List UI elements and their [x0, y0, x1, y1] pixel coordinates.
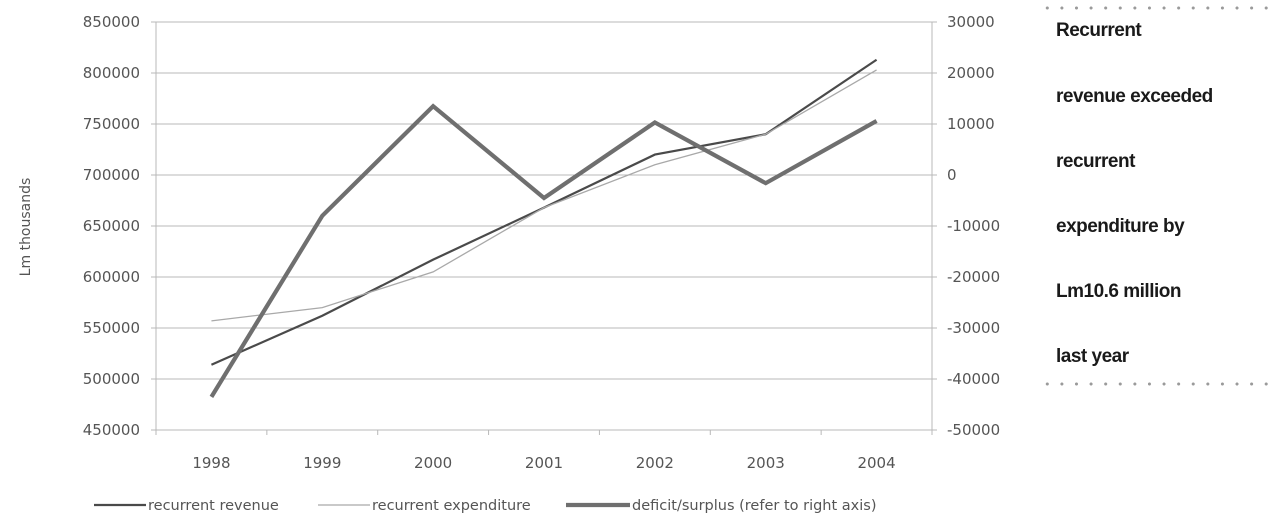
series-line-recurrent-expenditure: [211, 69, 877, 322]
gridlines: [151, 21, 937, 435]
right-axis-ticks: 30000 20000 10000 0 -10000 -20000 -30000 -40000…: [947, 13, 1000, 439]
y-tick-label: 500000: [83, 370, 140, 388]
side-note-line: Lm10.6 million: [1056, 281, 1181, 302]
dotted-divider-bottom: [1040, 382, 1274, 386]
x-tick-label: 1998: [192, 454, 230, 472]
y2-tick-label: -20000: [947, 268, 1000, 286]
y-tick-label: 750000: [83, 115, 140, 133]
y-tick-label: 450000: [83, 421, 140, 439]
x-tick-label: 2000: [414, 454, 452, 472]
dotted-divider-top: [1040, 6, 1274, 10]
y2-tick-label: 10000: [947, 115, 995, 133]
y2-tick-label: -40000: [947, 370, 1000, 388]
side-note-line: Recurrent: [1056, 20, 1142, 41]
y-tick-label: 800000: [83, 64, 140, 82]
y-tick-label: 550000: [83, 319, 140, 337]
left-axis-ticks: 850000 800000 750000 700000 650000 600000 5500…: [83, 13, 140, 439]
series-line-recurrent-revenue: [210, 58, 878, 366]
legend-label: recurrent expenditure: [372, 498, 531, 514]
legend-label: deficit/surplus (refer to right axis): [632, 498, 877, 514]
x-tick-label: 2004: [857, 454, 895, 472]
series-lines: [209, 58, 878, 398]
side-note-line: expenditure by: [1056, 216, 1185, 237]
side-note: Recurrent revenue exceeded recurrent exp…: [1040, 0, 1274, 526]
side-note-line: last year: [1056, 346, 1129, 367]
y2-tick-label: -10000: [947, 217, 1000, 235]
side-note-line: revenue exceeded: [1056, 86, 1213, 107]
x-tick-label: 2001: [525, 454, 563, 472]
y2-tick-label: 20000: [947, 64, 995, 82]
y2-tick-label: -50000: [947, 421, 1000, 439]
legend: recurrent revenue recurrent expenditure de…: [94, 498, 877, 514]
side-note-line: recurrent: [1056, 151, 1135, 172]
y2-tick-label: 30000: [947, 13, 995, 31]
legend-label: recurrent revenue: [148, 498, 279, 514]
y-tick-label: 600000: [83, 268, 140, 286]
y-axis-label: Lm thousands: [18, 178, 34, 277]
x-axis-ticks: 1998 1999 2000 2001 2002 2003 2004: [192, 454, 895, 472]
y-tick-label: 650000: [83, 217, 140, 235]
y-tick-label: 700000: [83, 166, 140, 184]
x-tick-label: 2002: [636, 454, 674, 472]
y2-tick-label: -30000: [947, 319, 1000, 337]
y2-tick-label: 0: [947, 166, 957, 184]
x-tick-label: 1999: [303, 454, 341, 472]
y-tick-label: 850000: [83, 13, 140, 31]
series-line-deficit-surplus: [209, 103, 878, 398]
x-tick-label: 2003: [747, 454, 785, 472]
